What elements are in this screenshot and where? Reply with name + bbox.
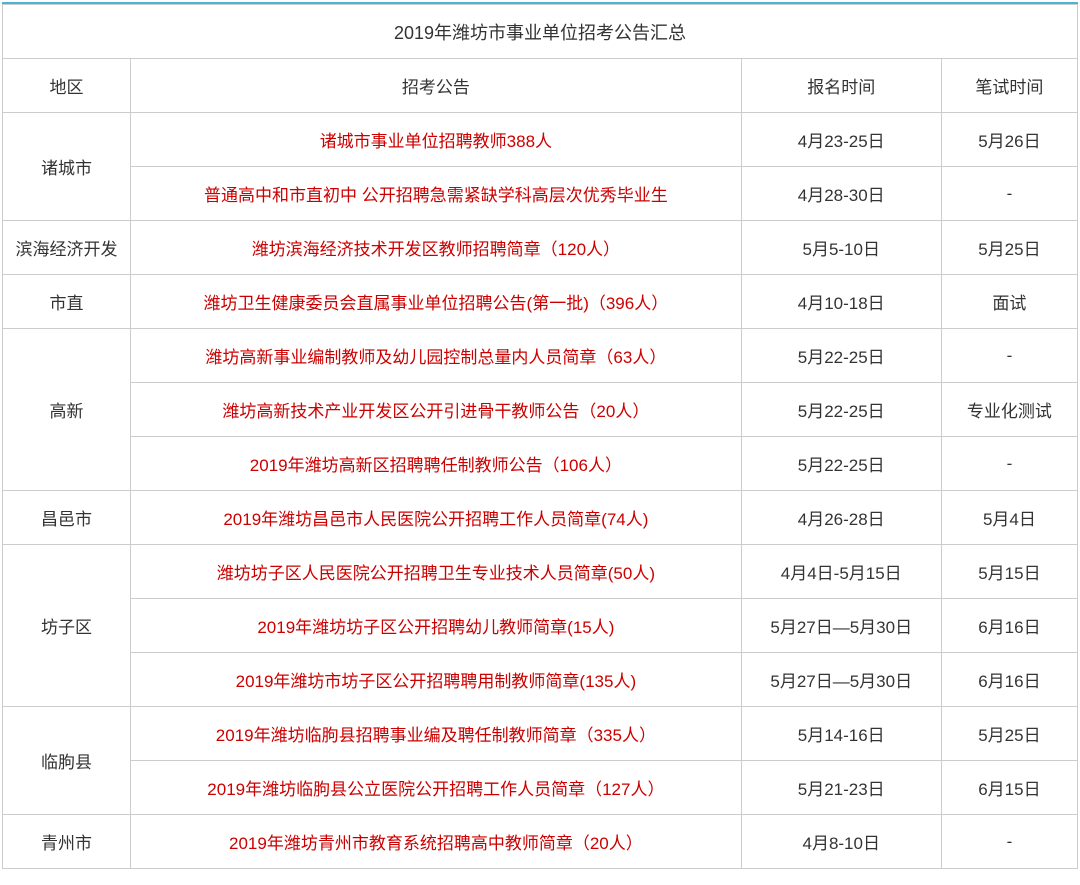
region-cell: 昌邑市 bbox=[3, 491, 131, 545]
signup-cell: 4月28-30日 bbox=[741, 167, 941, 221]
notice-link[interactable]: 潍坊卫生健康委员会直属事业单位招聘公告(第一批)（396人） bbox=[131, 275, 742, 329]
signup-cell: 5月22-25日 bbox=[741, 383, 941, 437]
signup-cell: 5月21-23日 bbox=[741, 761, 941, 815]
notice-link[interactable]: 2019年潍坊临朐县招聘事业编及聘任制教师简章（335人） bbox=[131, 707, 742, 761]
exam-cell: 6月16日 bbox=[941, 599, 1077, 653]
signup-cell: 5月27日—5月30日 bbox=[741, 599, 941, 653]
table-row: 诸城市 诸城市事业单位招聘教师388人 4月23-25日 5月26日 bbox=[3, 113, 1078, 167]
table-title: 2019年潍坊市事业单位招考公告汇总 bbox=[3, 5, 1078, 59]
table-body: 2019年潍坊市事业单位招考公告汇总 地区 招考公告 报名时间 笔试时间 诸城市… bbox=[3, 5, 1078, 869]
region-cell: 临朐县 bbox=[3, 707, 131, 815]
table-row: 2019年潍坊高新区招聘聘任制教师公告（106人） 5月22-25日 - bbox=[3, 437, 1078, 491]
region-cell: 诸城市 bbox=[3, 113, 131, 221]
notice-link[interactable]: 2019年潍坊临朐县公立医院公开招聘工作人员简章（127人） bbox=[131, 761, 742, 815]
table-row: 临朐县 2019年潍坊临朐县招聘事业编及聘任制教师简章（335人） 5月14-1… bbox=[3, 707, 1078, 761]
table-row: 2019年潍坊坊子区公开招聘幼儿教师简章(15人) 5月27日—5月30日 6月… bbox=[3, 599, 1078, 653]
notice-link[interactable]: 2019年潍坊高新区招聘聘任制教师公告（106人） bbox=[131, 437, 742, 491]
signup-cell: 4月10-18日 bbox=[741, 275, 941, 329]
recruitment-table-wrapper: 2019年潍坊市事业单位招考公告汇总 地区 招考公告 报名时间 笔试时间 诸城市… bbox=[2, 2, 1078, 869]
exam-cell: - bbox=[941, 329, 1077, 383]
signup-cell: 5月22-25日 bbox=[741, 437, 941, 491]
notice-link[interactable]: 2019年潍坊昌邑市人民医院公开招聘工作人员简章(74人) bbox=[131, 491, 742, 545]
exam-cell: 5月26日 bbox=[941, 113, 1077, 167]
notice-link[interactable]: 2019年潍坊市坊子区公开招聘聘用制教师简章(135人) bbox=[131, 653, 742, 707]
region-cell: 滨海经济开发 bbox=[3, 221, 131, 275]
table-row: 潍坊高新技术产业开发区公开引进骨干教师公告（20人） 5月22-25日 专业化测… bbox=[3, 383, 1078, 437]
signup-cell: 5月5-10日 bbox=[741, 221, 941, 275]
region-cell: 坊子区 bbox=[3, 545, 131, 707]
table-row: 昌邑市 2019年潍坊昌邑市人民医院公开招聘工作人员简章(74人) 4月26-2… bbox=[3, 491, 1078, 545]
region-cell: 高新 bbox=[3, 329, 131, 491]
exam-cell: 5月4日 bbox=[941, 491, 1077, 545]
exam-cell: - bbox=[941, 437, 1077, 491]
signup-cell: 4月4日-5月15日 bbox=[741, 545, 941, 599]
notice-link[interactable]: 2019年潍坊青州市教育系统招聘高中教师简章（20人） bbox=[131, 815, 742, 869]
header-exam: 笔试时间 bbox=[941, 59, 1077, 113]
header-row: 地区 招考公告 报名时间 笔试时间 bbox=[3, 59, 1078, 113]
table-row: 2019年潍坊市坊子区公开招聘聘用制教师简章(135人) 5月27日—5月30日… bbox=[3, 653, 1078, 707]
exam-cell: 面试 bbox=[941, 275, 1077, 329]
title-row: 2019年潍坊市事业单位招考公告汇总 bbox=[3, 5, 1078, 59]
exam-cell: 5月25日 bbox=[941, 221, 1077, 275]
exam-cell: 5月15日 bbox=[941, 545, 1077, 599]
table-row: 2019年潍坊临朐县公立医院公开招聘工作人员简章（127人） 5月21-23日 … bbox=[3, 761, 1078, 815]
signup-cell: 5月14-16日 bbox=[741, 707, 941, 761]
notice-link[interactable]: 普通高中和市直初中 公开招聘急需紧缺学科高层次优秀毕业生 bbox=[131, 167, 742, 221]
notice-link[interactable]: 潍坊滨海经济技术开发区教师招聘简章（120人） bbox=[131, 221, 742, 275]
header-notice: 招考公告 bbox=[131, 59, 742, 113]
notice-link[interactable]: 潍坊高新事业编制教师及幼儿园控制总量内人员简章（63人） bbox=[131, 329, 742, 383]
signup-cell: 4月26-28日 bbox=[741, 491, 941, 545]
signup-cell: 4月8-10日 bbox=[741, 815, 941, 869]
table-row: 市直 潍坊卫生健康委员会直属事业单位招聘公告(第一批)（396人） 4月10-1… bbox=[3, 275, 1078, 329]
notice-link[interactable]: 诸城市事业单位招聘教师388人 bbox=[131, 113, 742, 167]
table-row: 坊子区 潍坊坊子区人民医院公开招聘卫生专业技术人员简章(50人) 4月4日-5月… bbox=[3, 545, 1078, 599]
exam-cell: - bbox=[941, 815, 1077, 869]
exam-cell: 5月25日 bbox=[941, 707, 1077, 761]
table-row: 滨海经济开发 潍坊滨海经济技术开发区教师招聘简章（120人） 5月5-10日 5… bbox=[3, 221, 1078, 275]
table-row: 青州市 2019年潍坊青州市教育系统招聘高中教师简章（20人） 4月8-10日 … bbox=[3, 815, 1078, 869]
region-cell: 市直 bbox=[3, 275, 131, 329]
notice-link[interactable]: 潍坊坊子区人民医院公开招聘卫生专业技术人员简章(50人) bbox=[131, 545, 742, 599]
header-signup: 报名时间 bbox=[741, 59, 941, 113]
exam-cell: 6月15日 bbox=[941, 761, 1077, 815]
exam-cell: 专业化测试 bbox=[941, 383, 1077, 437]
notice-link[interactable]: 2019年潍坊坊子区公开招聘幼儿教师简章(15人) bbox=[131, 599, 742, 653]
table-row: 高新 潍坊高新事业编制教师及幼儿园控制总量内人员简章（63人） 5月22-25日… bbox=[3, 329, 1078, 383]
table-row: 普通高中和市直初中 公开招聘急需紧缺学科高层次优秀毕业生 4月28-30日 - bbox=[3, 167, 1078, 221]
signup-cell: 4月23-25日 bbox=[741, 113, 941, 167]
region-cell: 青州市 bbox=[3, 815, 131, 869]
notice-link[interactable]: 潍坊高新技术产业开发区公开引进骨干教师公告（20人） bbox=[131, 383, 742, 437]
recruitment-table: 2019年潍坊市事业单位招考公告汇总 地区 招考公告 报名时间 笔试时间 诸城市… bbox=[2, 4, 1078, 869]
exam-cell: - bbox=[941, 167, 1077, 221]
signup-cell: 5月22-25日 bbox=[741, 329, 941, 383]
exam-cell: 6月16日 bbox=[941, 653, 1077, 707]
signup-cell: 5月27日—5月30日 bbox=[741, 653, 941, 707]
header-region: 地区 bbox=[3, 59, 131, 113]
